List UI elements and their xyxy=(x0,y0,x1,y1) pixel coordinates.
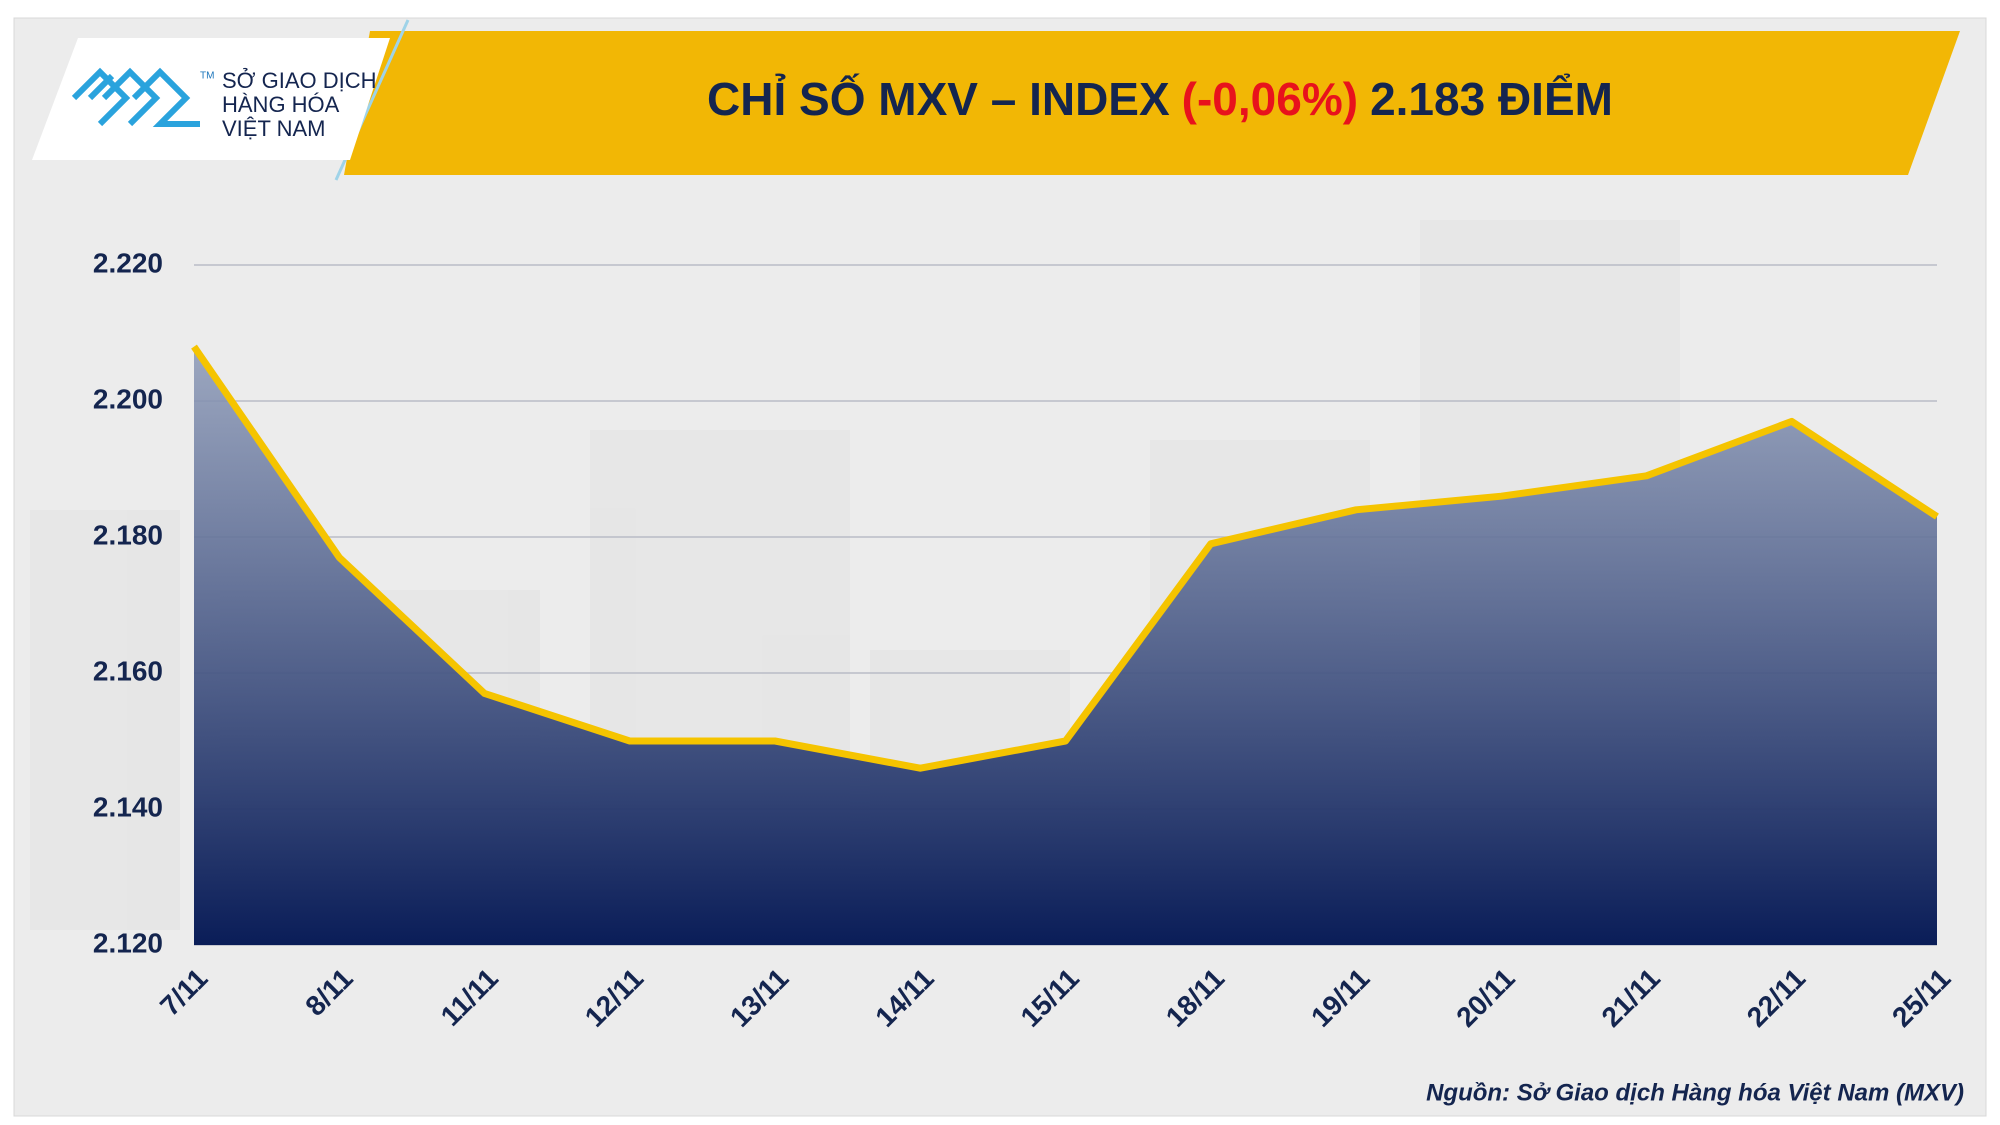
y-tick-label: 2.200 xyxy=(93,383,163,414)
title-banner xyxy=(344,31,1960,175)
y-tick-label: 2.140 xyxy=(93,791,163,822)
logo-mark xyxy=(71,67,200,127)
logo-text: VIỆT NAM xyxy=(222,116,326,141)
title-change: (-0,06%) xyxy=(1181,73,1359,125)
line xyxy=(191,344,1939,772)
logo-text: HÀNG HÓA xyxy=(222,92,340,117)
logo-tm: TM xyxy=(200,71,214,82)
y-tick-label: 2.120 xyxy=(93,927,163,958)
y-tick-label: 2.160 xyxy=(93,655,163,686)
chart-title: CHỈ SỐ MXV – INDEX (-0,06%) 2.183 ĐIỂM xyxy=(380,72,1940,126)
logo-text: SỞ GIAO DỊCH xyxy=(222,68,377,93)
title-level: 2.183 ĐIỂM xyxy=(1370,73,1613,125)
y-tick-label: 2.180 xyxy=(93,519,163,550)
y-tick-label: 2.220 xyxy=(93,247,163,278)
source-note: Nguồn: Sở Giao dịch Hàng hóa Việt Nam (M… xyxy=(1426,1079,1964,1106)
title-text: CHỈ SỐ MXV – INDEX xyxy=(707,73,1170,125)
logo-box xyxy=(32,38,390,160)
